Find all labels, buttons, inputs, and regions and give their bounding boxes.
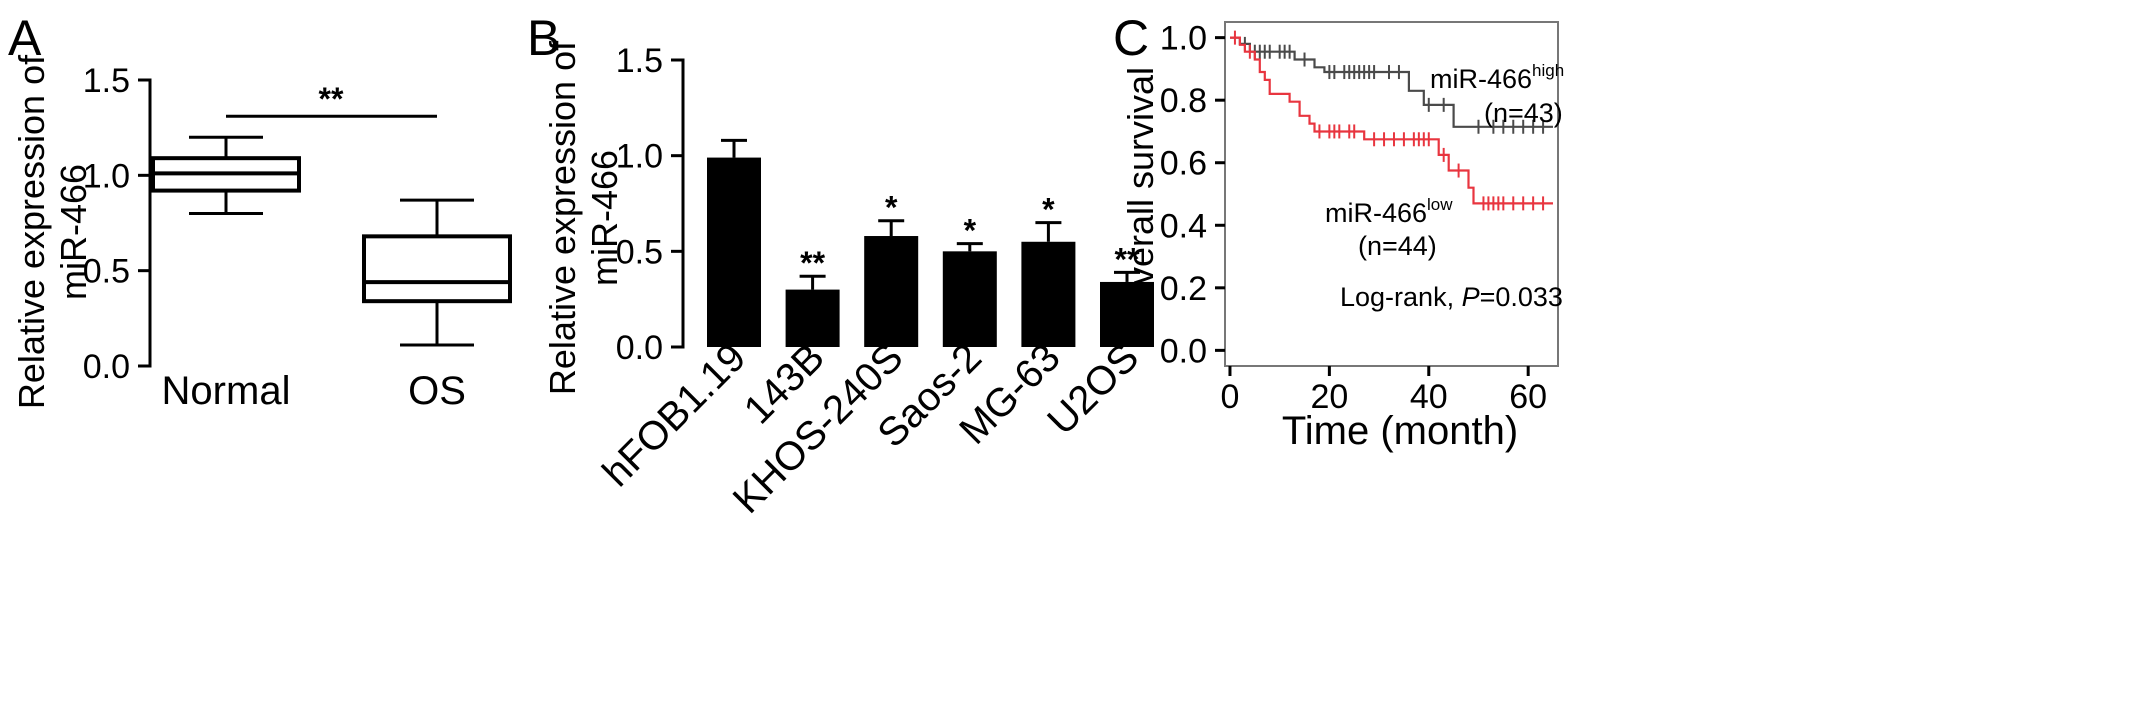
panel-a-y-tick-label: 1.5 [83,62,130,100]
bar-significance: * [885,190,898,226]
bar [864,236,919,347]
panel-a-y-axis: 0.0 0.5 1.0 1.5 [83,62,152,386]
panel-label-c: C [1113,10,1149,66]
panel-a-boxes [151,135,512,347]
panel-b-y-axis: 0.0 0.5 1.0 1.5 [616,42,685,367]
panel-b-y-tick-label: 0.5 [616,233,663,271]
panel-b: B Relative expression of miR-466 0.0 0.5 1… [527,10,1154,522]
panel-c-frame [1224,21,1559,367]
bar-mg-63: * [1021,192,1076,347]
box-os [362,198,512,347]
panel-c-y-tick-label: 0.8 [1160,82,1207,120]
panel-c-axes: 0.0 0.2 0.4 0.6 0.8 1.0 0 20 40 60 [1160,20,1547,416]
box-iqr [362,234,512,304]
panel-a-y-tick-label: 0.5 [83,253,130,291]
bar-hfob1.19 [707,138,761,347]
bar-significance: * [964,213,977,249]
panel-a-ylabel-line1: Relative expression of [11,54,52,409]
panel-c-x-tick-label: 20 [1310,378,1348,416]
panel-b-bars: ******* [707,138,1154,347]
bar [785,289,840,347]
panel-b-x-label: U2OS [1039,335,1147,443]
significance-label: ** [319,81,344,117]
bar [1021,241,1076,347]
panel-a: A Relative expression of miR-466 0.0 0.5 1… [8,10,512,413]
bar-143b: ** [785,245,840,347]
panel-c-x-tick-label: 60 [1509,378,1547,416]
panel-c: C Overall survival Time (month) 0.00.20.… [1113,10,1564,453]
panel-c-series [1230,30,1553,211]
panel-c-x-tick-label: 40 [1410,378,1448,416]
bar-significance: * [1042,192,1055,228]
panel-a-y-tick-label: 0.0 [83,348,130,386]
bar [1100,281,1154,347]
legend-high-n: (n=43) [1484,98,1563,128]
legend-low-n: (n=44) [1358,231,1437,261]
legend-high-label: miR-466high [1430,61,1564,94]
bar-saos-2: * [942,213,997,347]
bar-u2os: ** [1100,241,1154,347]
panel-c-y-tick-label: 1.0 [1160,20,1207,58]
panel-c-x-tick-label: 0 [1221,378,1240,416]
panel-label-b: B [527,10,560,66]
panel-a-x-label: OS [408,369,466,413]
km-series-low [1230,30,1553,211]
panel-a-x-labels: Normal OS [162,369,466,413]
logrank-annotation: Log-rank, P=0.033 [1340,282,1563,312]
panel-c-ylabel: Overall survival [1120,67,1161,313]
panel-b-y-tick-label: 1.0 [616,138,663,176]
bar [707,157,761,347]
bar-khos-240s: * [864,190,919,347]
panel-c-y-tick-label: 0.4 [1160,207,1207,245]
plot-frame [1224,21,1559,367]
bar [942,251,997,347]
panel-c-y-tick-label: 0.6 [1160,145,1207,183]
bar-significance: ** [800,245,825,281]
panel-b-y-tick-label: 1.5 [616,42,663,80]
panel-b-ylabel-line2: miR-466 [584,150,625,286]
km-curve [1230,36,1553,205]
box-normal [151,135,301,215]
panel-a-y-tick-label: 1.0 [83,157,130,195]
panel-c-legend: miR-466high (n=43) miR-466low (n=44) Log… [1325,61,1564,312]
panel-a-ylabel-line2: miR-466 [53,164,94,300]
legend-low-label: miR-466low [1325,195,1453,228]
panel-b-y-tick-label: 0.0 [616,329,663,367]
panel-b-ylabel-line1: Relative expression of [542,40,583,395]
bar-significance: ** [1115,241,1140,277]
panel-c-y-tick-label: 0.0 [1160,332,1207,370]
panel-c-xlabel: Time (month) [1282,409,1518,453]
panel-a-significance: ** [226,81,437,118]
panel-a-x-label: Normal [162,369,291,413]
km-series-high [1230,36,1553,134]
panel-label-a: A [8,10,42,66]
panel-c-y-tick-label: 0.2 [1160,270,1207,308]
